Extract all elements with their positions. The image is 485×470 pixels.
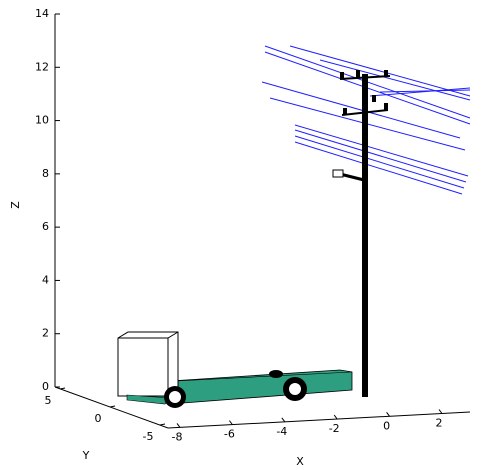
- insulator: [372, 95, 376, 102]
- z-tick-label: 10: [35, 114, 49, 127]
- x-axis: [168, 412, 470, 428]
- x-tick: [229, 421, 232, 425]
- z-tick-label: 0: [42, 380, 49, 393]
- truck: [118, 332, 352, 408]
- z-tick-label: 6: [42, 220, 49, 233]
- wheel-hub: [289, 383, 301, 395]
- z-tick-label: 8: [42, 167, 49, 180]
- y-tick-label: 0: [95, 412, 102, 425]
- z-tick-label: 14: [35, 7, 49, 20]
- insulator: [384, 70, 388, 77]
- insulator: [356, 70, 360, 77]
- y-axis-label: Y: [82, 449, 90, 462]
- wire: [290, 46, 470, 96]
- x-tick: [177, 423, 180, 427]
- z-tick-label: 4: [42, 273, 49, 286]
- y-tick: [60, 388, 65, 389]
- y-tick-label: -5: [143, 430, 154, 443]
- utility-pole: [333, 70, 390, 397]
- z-tick-label: 12: [35, 60, 49, 73]
- x-axis-label: X: [296, 455, 304, 468]
- cab: [118, 332, 178, 396]
- x-tick-label: -6: [224, 428, 235, 441]
- wire: [295, 136, 464, 188]
- wheel-hub: [169, 391, 181, 403]
- chart: Z Y X 0246810121450-5-8-6-4-202: [0, 0, 485, 470]
- y-tick: [160, 424, 165, 425]
- x-tick-label: -2: [329, 422, 340, 435]
- x-tick: [439, 410, 442, 414]
- x-tick-label: -4: [276, 425, 287, 438]
- y-tick: [110, 406, 115, 407]
- insulator: [343, 108, 347, 115]
- x-tick-label: 2: [436, 417, 443, 430]
- x-tick-label: 0: [383, 419, 390, 432]
- lamp-arm: [340, 174, 364, 180]
- insulator: [384, 103, 388, 110]
- lamp: [333, 170, 343, 177]
- y-tick-label: 5: [45, 394, 52, 407]
- z-axis-label: Z: [9, 201, 22, 209]
- z-tick-label: 2: [42, 327, 49, 340]
- wheel: [269, 370, 283, 378]
- wire: [295, 130, 466, 182]
- x-tick-label: -8: [172, 430, 183, 443]
- x-tick: [387, 412, 390, 416]
- insulator: [340, 72, 344, 79]
- x-tick: [334, 415, 337, 419]
- x-tick: [282, 418, 285, 422]
